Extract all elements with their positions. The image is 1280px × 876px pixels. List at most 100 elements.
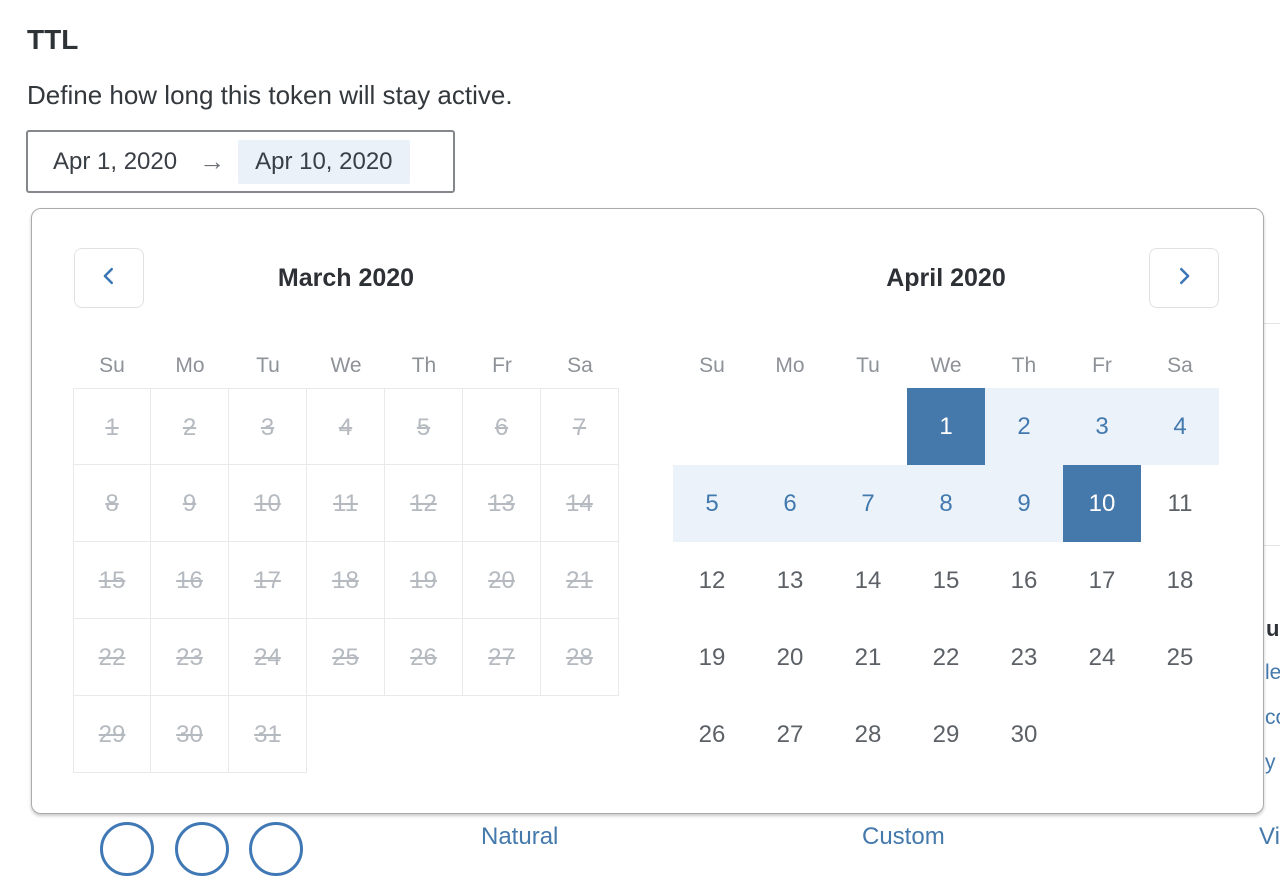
calendar-day-march-6: 6	[463, 388, 541, 465]
calendar-day-march-15: 15	[73, 542, 151, 619]
calendar-day-march-12: 12	[385, 465, 463, 542]
calendar-day-march-1: 1	[73, 388, 151, 465]
background-link-fragment[interactable]: y	[1265, 751, 1276, 774]
date-range-input[interactable]: Apr 1, 2020 → Apr 10, 2020	[26, 130, 455, 193]
month-grid-march: 1 2 3 4 5 6 7 8 9 10 11 12 13 14 15 16 17 18 19 20 21 22 23 24 2…	[73, 388, 619, 773]
background-link-fragment[interactable]: le	[1265, 661, 1280, 684]
next-month-button[interactable]	[1149, 248, 1219, 308]
calendar-day-april-27[interactable]: 27	[776, 721, 804, 748]
calendar-day-march-23: 23	[151, 619, 229, 696]
bottom-link-fragment[interactable]: Vi	[1259, 823, 1280, 850]
calendar-day-april-22[interactable]: 22	[932, 644, 960, 671]
background-heading-fragment: u	[1266, 616, 1280, 641]
chevron-left-icon	[98, 265, 120, 292]
weekday-header-april: Su Mo Tu We Th Fr Sa	[673, 354, 1219, 378]
calendar-day-march-5: 5	[385, 388, 463, 465]
weekday-label: We	[930, 354, 962, 377]
calendar-day-march-4: 4	[307, 388, 385, 465]
calendar-day-april-26[interactable]: 26	[698, 721, 726, 748]
calendar-day-april-6[interactable]: 6	[751, 465, 829, 542]
weekday-label: Su	[699, 354, 725, 377]
calendar-day-april-30[interactable]: 30	[1010, 721, 1038, 748]
circle-button-fragment[interactable]	[100, 822, 154, 876]
calendar-day-march-22: 22	[73, 619, 151, 696]
calendar-day-march-19: 19	[385, 542, 463, 619]
calendar-day-march-30: 30	[151, 696, 229, 773]
calendar-day-april-5[interactable]: 5	[673, 465, 751, 542]
month-title-march: March 2020	[277, 264, 415, 292]
calendar-day-april-13[interactable]: 13	[776, 567, 804, 594]
calendar-day-april-7[interactable]: 7	[829, 465, 907, 542]
weekday-label: Fr	[1092, 354, 1112, 377]
calendar-day-march-8: 8	[73, 465, 151, 542]
calendar-empty-cell	[673, 388, 751, 465]
calendar-empty-cell	[1063, 696, 1141, 773]
calendar-empty-cell	[751, 388, 829, 465]
calendar-day-april-16[interactable]: 16	[1010, 567, 1038, 594]
weekday-label: Sa	[1167, 354, 1193, 377]
background-divider	[1264, 323, 1280, 324]
calendar-empty-cell	[463, 696, 541, 773]
calendar-day-march-16: 16	[151, 542, 229, 619]
calendar-empty-cell	[307, 696, 385, 773]
weekday-label: We	[330, 354, 362, 377]
calendar-day-april-23[interactable]: 23	[1010, 644, 1038, 671]
calendar-day-march-27: 27	[463, 619, 541, 696]
calendar-day-april-2[interactable]: 2	[985, 388, 1063, 465]
background-link-fragment[interactable]: co	[1265, 706, 1280, 729]
calendar-day-april-24[interactable]: 24	[1088, 644, 1116, 671]
start-date-field[interactable]: Apr 1, 2020	[53, 147, 178, 175]
end-date-field[interactable]: Apr 10, 2020	[238, 139, 410, 184]
calendar-day-march-20: 20	[463, 542, 541, 619]
calendar-day-march-2: 2	[151, 388, 229, 465]
calendar-day-april-14[interactable]: 14	[854, 567, 882, 594]
month-title-april: April 2020	[886, 264, 1006, 292]
calendar-day-april-11[interactable]: 11	[1167, 490, 1193, 517]
calendar-empty-cell	[385, 696, 463, 773]
calendar-day-april-28[interactable]: 28	[854, 721, 882, 748]
calendar-day-april-18[interactable]: 18	[1166, 567, 1194, 594]
weekday-label: Tu	[256, 354, 280, 377]
calendar-day-march-18: 18	[307, 542, 385, 619]
calendar-day-april-15[interactable]: 15	[932, 567, 960, 594]
calendar-day-april-9[interactable]: 9	[985, 465, 1063, 542]
calendar-day-april-8[interactable]: 8	[907, 465, 985, 542]
weekday-label: Sa	[567, 354, 593, 377]
calendar-day-march-9: 9	[151, 465, 229, 542]
bottom-link-fragment[interactable]: Custom	[862, 823, 945, 850]
calendar-day-april-17[interactable]: 17	[1088, 567, 1116, 594]
weekday-label: Su	[99, 354, 125, 377]
calendar-empty-cell	[541, 696, 619, 773]
calendar-day-april-25[interactable]: 25	[1166, 644, 1194, 671]
weekday-label: Tu	[856, 354, 880, 377]
bottom-link-fragment[interactable]: Natural	[481, 823, 559, 850]
calendar-day-march-28: 28	[541, 619, 619, 696]
calendar-day-april-10[interactable]: 10	[1063, 465, 1141, 542]
circle-button-fragment[interactable]	[249, 822, 303, 876]
calendar-day-march-10: 10	[229, 465, 307, 542]
weekday-label: Fr	[492, 354, 512, 377]
page-description: Define how long this token will stay act…	[27, 80, 513, 110]
calendar-day-april-19[interactable]: 19	[698, 644, 726, 671]
calendar-day-march-14: 14	[541, 465, 619, 542]
weekday-label: Th	[1011, 354, 1037, 377]
calendar-day-march-21: 21	[541, 542, 619, 619]
calendar-day-april-12[interactable]: 12	[698, 567, 726, 594]
calendar-day-april-21[interactable]: 21	[854, 644, 882, 671]
weekday-label: Mo	[175, 354, 205, 377]
calendar-day-april-4[interactable]: 4	[1141, 388, 1219, 465]
circle-button-fragment[interactable]	[175, 822, 229, 876]
weekday-label: Mo	[775, 354, 805, 377]
calendar-day-march-13: 13	[463, 465, 541, 542]
calendar-day-april-20[interactable]: 20	[776, 644, 804, 671]
prev-month-button[interactable]	[74, 248, 144, 308]
calendar-day-march-3: 3	[229, 388, 307, 465]
chevron-right-icon	[1173, 265, 1195, 292]
calendar-day-march-26: 26	[385, 619, 463, 696]
calendar-day-march-24: 24	[229, 619, 307, 696]
calendar-day-april-1[interactable]: 1	[907, 388, 985, 465]
calendar-empty-cell	[1141, 696, 1219, 773]
calendar-day-april-29[interactable]: 29	[932, 721, 960, 748]
calendar-day-march-11: 11	[307, 465, 385, 542]
calendar-day-april-3[interactable]: 3	[1063, 388, 1141, 465]
